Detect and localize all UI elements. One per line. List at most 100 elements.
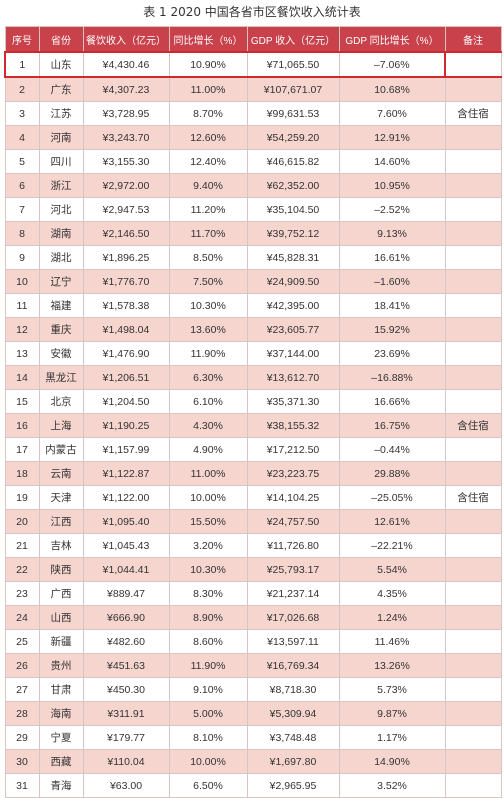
cell-gdp: ¥24,909.50 bbox=[246, 269, 340, 294]
cell-revenue: ¥1,476.90 bbox=[82, 341, 170, 366]
cell-note bbox=[444, 701, 502, 726]
cell-gdp-growth: –2.52% bbox=[338, 197, 446, 222]
cell-note bbox=[444, 221, 502, 246]
header-row: 序号 省份 餐饮收入（亿元） 同比增长（%） GDP 收入（亿元） GDP 同比… bbox=[4, 26, 502, 53]
table-row: 21 吉林 ¥1,045.43 3.20% ¥11,726.80 –22.21% bbox=[4, 533, 502, 558]
cell-growth: 8.70% bbox=[168, 101, 248, 126]
cell-growth: 8.90% bbox=[168, 605, 248, 630]
cell-revenue: ¥179.77 bbox=[82, 725, 170, 750]
cell-gdp: ¥16,769.34 bbox=[246, 653, 340, 678]
cell-gdp-growth: 16.66% bbox=[338, 389, 446, 414]
cell-no: 25 bbox=[4, 629, 40, 654]
cell-revenue: ¥63.00 bbox=[82, 773, 170, 798]
cell-province: 山西 bbox=[38, 605, 84, 630]
cell-province: 吉林 bbox=[38, 533, 84, 558]
cell-no: 7 bbox=[4, 197, 40, 222]
cell-revenue: ¥311.91 bbox=[82, 701, 170, 726]
cell-no: 10 bbox=[4, 269, 40, 294]
cell-revenue: ¥451.63 bbox=[82, 653, 170, 678]
cell-gdp-growth: –1.60% bbox=[338, 269, 446, 294]
cell-note bbox=[444, 125, 502, 150]
cell-province: 江西 bbox=[38, 509, 84, 534]
cell-gdp-growth: 5.54% bbox=[338, 557, 446, 582]
cell-note: 含住宿 bbox=[444, 485, 502, 510]
table-row: 17 内蒙古 ¥1,157.99 4.90% ¥17,212.50 –0.44% bbox=[4, 437, 502, 462]
table-row: 2 广东 ¥4,307.23 11.00% ¥107,671.07 10.68% bbox=[4, 76, 502, 102]
cell-gdp: ¥23,223.75 bbox=[246, 461, 340, 486]
cell-province: 湖南 bbox=[38, 221, 84, 246]
cell-gdp: ¥38,155.32 bbox=[246, 413, 340, 438]
cell-no: 9 bbox=[4, 245, 40, 270]
table-row: 8 湖南 ¥2,146.50 11.70% ¥39,752.12 9.13% bbox=[4, 221, 502, 246]
cell-growth: 9.10% bbox=[168, 677, 248, 702]
cell-gdp-growth: 7.60% bbox=[338, 101, 446, 126]
cell-growth: 10.30% bbox=[168, 557, 248, 582]
table-row: 26 贵州 ¥451.63 11.90% ¥16,769.34 13.26% bbox=[4, 653, 502, 678]
cell-province: 重庆 bbox=[38, 317, 84, 342]
cell-no: 14 bbox=[4, 365, 40, 390]
header-revenue: 餐饮收入（亿元） bbox=[82, 26, 170, 53]
cell-gdp: ¥11,726.80 bbox=[246, 533, 340, 558]
table-row: 11 福建 ¥1,578.38 10.30% ¥42,395.00 18.41% bbox=[4, 293, 502, 318]
cell-revenue: ¥3,243.70 bbox=[82, 125, 170, 150]
cell-revenue: ¥1,190.25 bbox=[82, 413, 170, 438]
cell-note bbox=[444, 293, 502, 318]
cell-revenue: ¥1,204.50 bbox=[82, 389, 170, 414]
cell-no: 23 bbox=[4, 581, 40, 606]
cell-growth: 10.00% bbox=[168, 485, 248, 510]
cell-note bbox=[444, 173, 502, 198]
cell-revenue: ¥450.30 bbox=[82, 677, 170, 702]
cell-growth: 4.30% bbox=[168, 413, 248, 438]
cell-growth: 11.00% bbox=[168, 76, 248, 102]
cell-no: 5 bbox=[4, 149, 40, 174]
cell-gdp-growth: 23.69% bbox=[338, 341, 446, 366]
table-row: 19 天津 ¥1,122.00 10.00% ¥14,104.25 –25.05% 含住宿 bbox=[4, 485, 502, 510]
cell-gdp-growth: 1.17% bbox=[338, 725, 446, 750]
cell-province: 内蒙古 bbox=[38, 437, 84, 462]
cell-no: 11 bbox=[4, 293, 40, 318]
cell-province: 湖北 bbox=[38, 245, 84, 270]
cell-gdp-growth: 5.73% bbox=[338, 677, 446, 702]
table-row: 9 湖北 ¥1,896.25 8.50% ¥45,828.31 16.61% bbox=[4, 245, 502, 270]
cell-gdp: ¥45,828.31 bbox=[246, 245, 340, 270]
cell-province: 江苏 bbox=[38, 101, 84, 126]
cell-growth: 11.70% bbox=[168, 221, 248, 246]
cell-gdp-growth: 14.60% bbox=[338, 149, 446, 174]
cell-note bbox=[444, 629, 502, 654]
cell-province: 山东 bbox=[38, 51, 84, 78]
cell-province: 辽宁 bbox=[38, 269, 84, 294]
cell-no: 20 bbox=[4, 509, 40, 534]
table-row: 12 重庆 ¥1,498.04 13.60% ¥23,605.77 15.92% bbox=[4, 317, 502, 342]
table-row: 16 上海 ¥1,190.25 4.30% ¥38,155.32 16.75% 含住宿 bbox=[4, 413, 502, 438]
table-row: 7 河北 ¥2,947.53 11.20% ¥35,104.50 –2.52% bbox=[4, 197, 502, 222]
table-caption: 表 1 2020 中国各省市区餐饮收入统计表 bbox=[143, 5, 361, 19]
cell-gdp-growth: 1.24% bbox=[338, 605, 446, 630]
cell-gdp: ¥42,395.00 bbox=[246, 293, 340, 318]
table-row: 29 宁夏 ¥179.77 8.10% ¥3,748.48 1.17% bbox=[4, 725, 502, 750]
cell-no: 17 bbox=[4, 437, 40, 462]
cell-note bbox=[444, 677, 502, 702]
cell-no: 13 bbox=[4, 341, 40, 366]
cell-gdp-growth: 9.87% bbox=[338, 701, 446, 726]
table-row: 3 江苏 ¥3,728.95 8.70% ¥99,631.53 7.60% 含住宿 bbox=[4, 101, 502, 126]
cell-gdp: ¥3,748.48 bbox=[246, 725, 340, 750]
cell-province: 云南 bbox=[38, 461, 84, 486]
table-row: 31 青海 ¥63.00 6.50% ¥2,965.95 3.52% bbox=[4, 773, 502, 798]
table-row: 6 浙江 ¥2,972.00 9.40% ¥62,352.00 10.95% bbox=[4, 173, 502, 198]
cell-no: 6 bbox=[4, 173, 40, 198]
cell-growth: 8.50% bbox=[168, 245, 248, 270]
cell-gdp-growth: 18.41% bbox=[338, 293, 446, 318]
cell-note bbox=[444, 461, 502, 486]
cell-gdp-growth: 4.35% bbox=[338, 581, 446, 606]
header-no: 序号 bbox=[4, 26, 40, 53]
cell-revenue: ¥1,045.43 bbox=[82, 533, 170, 558]
cell-province: 陕西 bbox=[38, 557, 84, 582]
header-gdp: GDP 收入（亿元） bbox=[246, 26, 340, 53]
cell-gdp: ¥17,212.50 bbox=[246, 437, 340, 462]
cell-province: 福建 bbox=[38, 293, 84, 318]
cell-province: 上海 bbox=[38, 413, 84, 438]
cell-province: 河北 bbox=[38, 197, 84, 222]
cell-revenue: ¥1,122.00 bbox=[82, 485, 170, 510]
cell-gdp-growth: 10.68% bbox=[338, 76, 446, 102]
table-row: 14 黑龙江 ¥1,206.51 6.30% ¥13,612.70 –16.88% bbox=[4, 365, 502, 390]
